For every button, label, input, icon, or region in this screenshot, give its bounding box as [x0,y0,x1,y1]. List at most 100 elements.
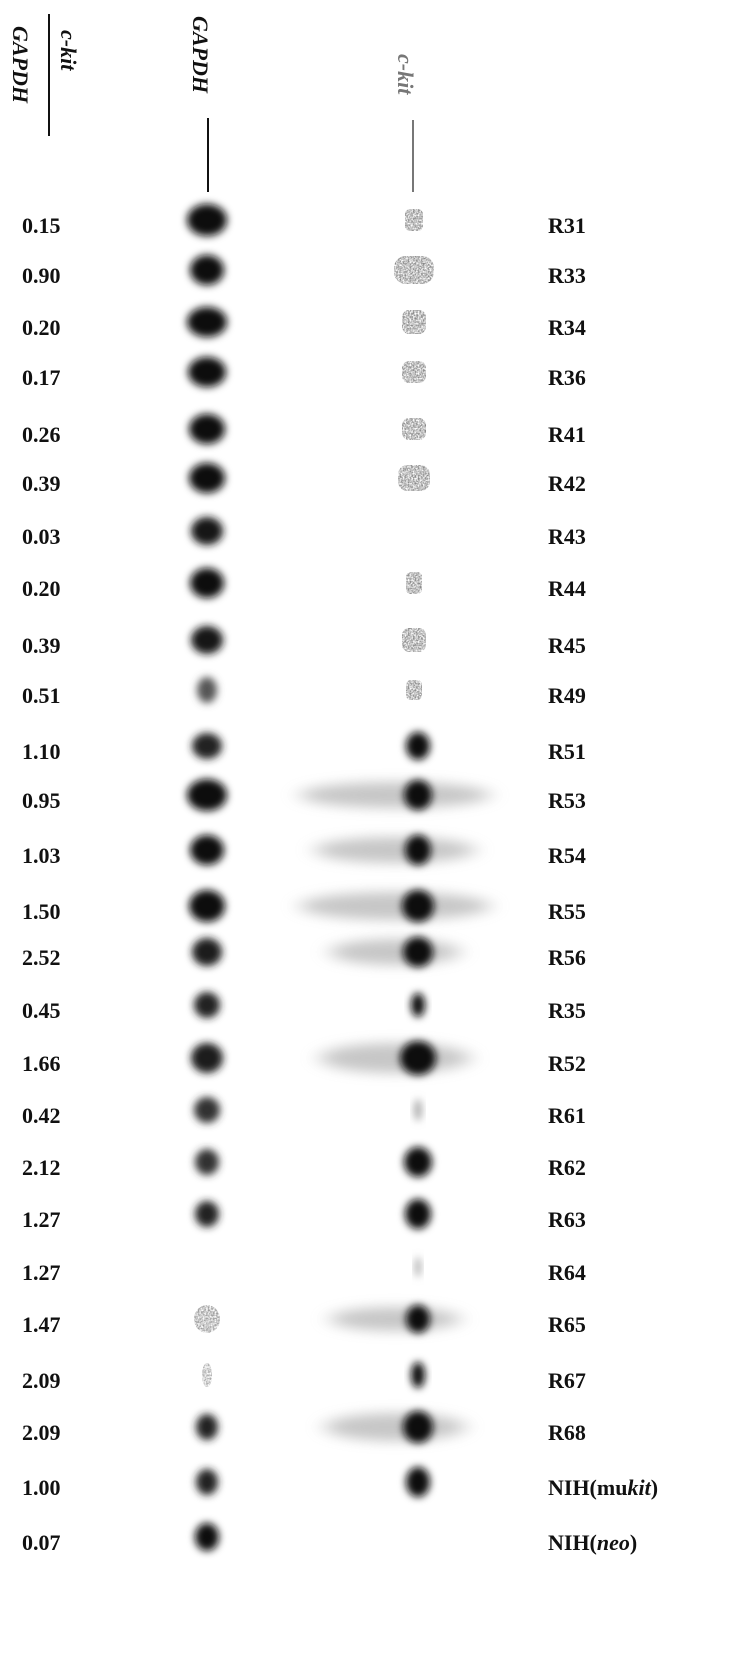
sample-label: R54 [548,843,586,868]
ckit-band [406,680,422,700]
ckit-band [406,572,422,594]
sample-label: NIH(mukit) [548,1475,658,1500]
sample-label: R41 [548,422,586,447]
ratio-value: 1.66 [22,1051,61,1076]
gapdh-band [187,779,227,811]
sample-label: R52 [548,1051,586,1076]
sample-label: R33 [548,263,586,288]
gapdh-band [202,1363,212,1387]
ckit-band [402,310,426,334]
gapdh-band [191,1043,223,1073]
gapdh-band [187,307,227,337]
rows: 0.15 R31 0.90 R33 0.20 R34 0.17 R36 0.26 R41 0.39 R… [22,213,658,1555]
ratio-value: 0.45 [22,998,61,1023]
ratio-value: 0.95 [22,788,61,813]
sample-label: R49 [548,683,586,708]
ratio-numerator: c-kit [56,30,81,71]
ckit-band [415,1257,421,1277]
gapdh-band [194,992,220,1018]
ratio-value: 0.42 [22,1103,61,1128]
ratio-value: 1.50 [22,899,61,924]
ratio-value: 1.00 [22,1475,61,1500]
ckit-smear [315,837,475,863]
ckit-band [400,1041,436,1075]
gapdh-band [192,733,222,759]
gapdh-band [195,1523,219,1551]
ckit-band [404,780,432,810]
sample-label: R67 [548,1368,586,1393]
label-part: NIH( [548,1530,597,1555]
sample-label: R44 [548,576,586,601]
label-part: kit [627,1475,651,1500]
ratio-value: 0.20 [22,576,61,601]
sample-label: R31 [548,213,586,238]
ratio-value: 0.17 [22,365,61,390]
ckit-smear [330,1307,460,1331]
gapdh-band [194,1097,220,1123]
ratio-value: 0.39 [22,633,61,658]
gapdh-band [196,1469,218,1495]
sample-label: R68 [548,1420,586,1445]
lane-label-gapdh: GAPDH [188,16,213,94]
ckit-band [406,732,430,760]
gapdh-band [191,626,223,654]
ckit-band [404,1147,432,1177]
gapdh-band [189,414,225,444]
ratio-value: 1.47 [22,1312,61,1337]
ratio-value: 0.51 [22,683,61,708]
ckit-band [406,1305,430,1333]
sample-label: R65 [548,1312,586,1337]
ratio-value: 2.12 [22,1155,61,1180]
ckit-band [406,1467,430,1497]
ratio-value: 2.52 [22,945,61,970]
ratio-value: 1.27 [22,1207,61,1232]
sample-label: R61 [548,1103,586,1128]
label-part: NIH(mu [548,1475,627,1500]
gapdh-band [190,835,224,865]
gapdh-band [190,568,224,598]
ckit-smear [325,1413,465,1441]
sample-label: R62 [548,1155,586,1180]
ckit-band [414,1099,422,1121]
label-part: ) [651,1475,658,1500]
sample-label: R53 [548,788,586,813]
ckit-band [402,361,426,383]
ckit-band [405,209,423,231]
ckit-band [405,835,431,865]
gapdh-band [190,255,224,285]
ckit-band [398,465,430,491]
label-part: ) [630,1530,637,1555]
ratio-value: 2.09 [22,1420,61,1445]
ratio-value: 0.26 [22,422,61,447]
ratio-denominator: GAPDH [8,26,33,104]
ratio-value: 0.20 [22,315,61,340]
ckit-band [411,993,425,1017]
sample-label: NIH(neo) [548,1530,637,1555]
ckit-band [403,1411,433,1443]
ckit-band [405,1199,431,1229]
ratio-value: 1.10 [22,739,61,764]
label-part: neo [597,1530,630,1555]
ratio-value: 2.09 [22,1368,61,1393]
gapdh-band [192,938,222,966]
ckit-band [411,1362,425,1388]
gapdh-band [189,463,225,493]
ckit-band [402,418,426,440]
ckit-band [403,937,433,967]
gapdh-band [188,357,226,387]
ckit-smear [300,782,490,808]
lane-label-ckit: c-kit [393,54,418,95]
sample-label: R45 [548,633,586,658]
ratio-value: 1.03 [22,843,61,868]
sample-label: R42 [548,471,586,496]
gapdh-band [195,1201,219,1227]
gapdh-band [189,890,225,922]
ckit-band [402,628,426,652]
gapdh-band [187,204,227,236]
gapdh-band [196,1414,218,1440]
sample-label: R36 [548,365,586,390]
ckit-smear [330,939,460,965]
ckit-band [394,256,434,284]
gapdh-band [195,1149,219,1175]
